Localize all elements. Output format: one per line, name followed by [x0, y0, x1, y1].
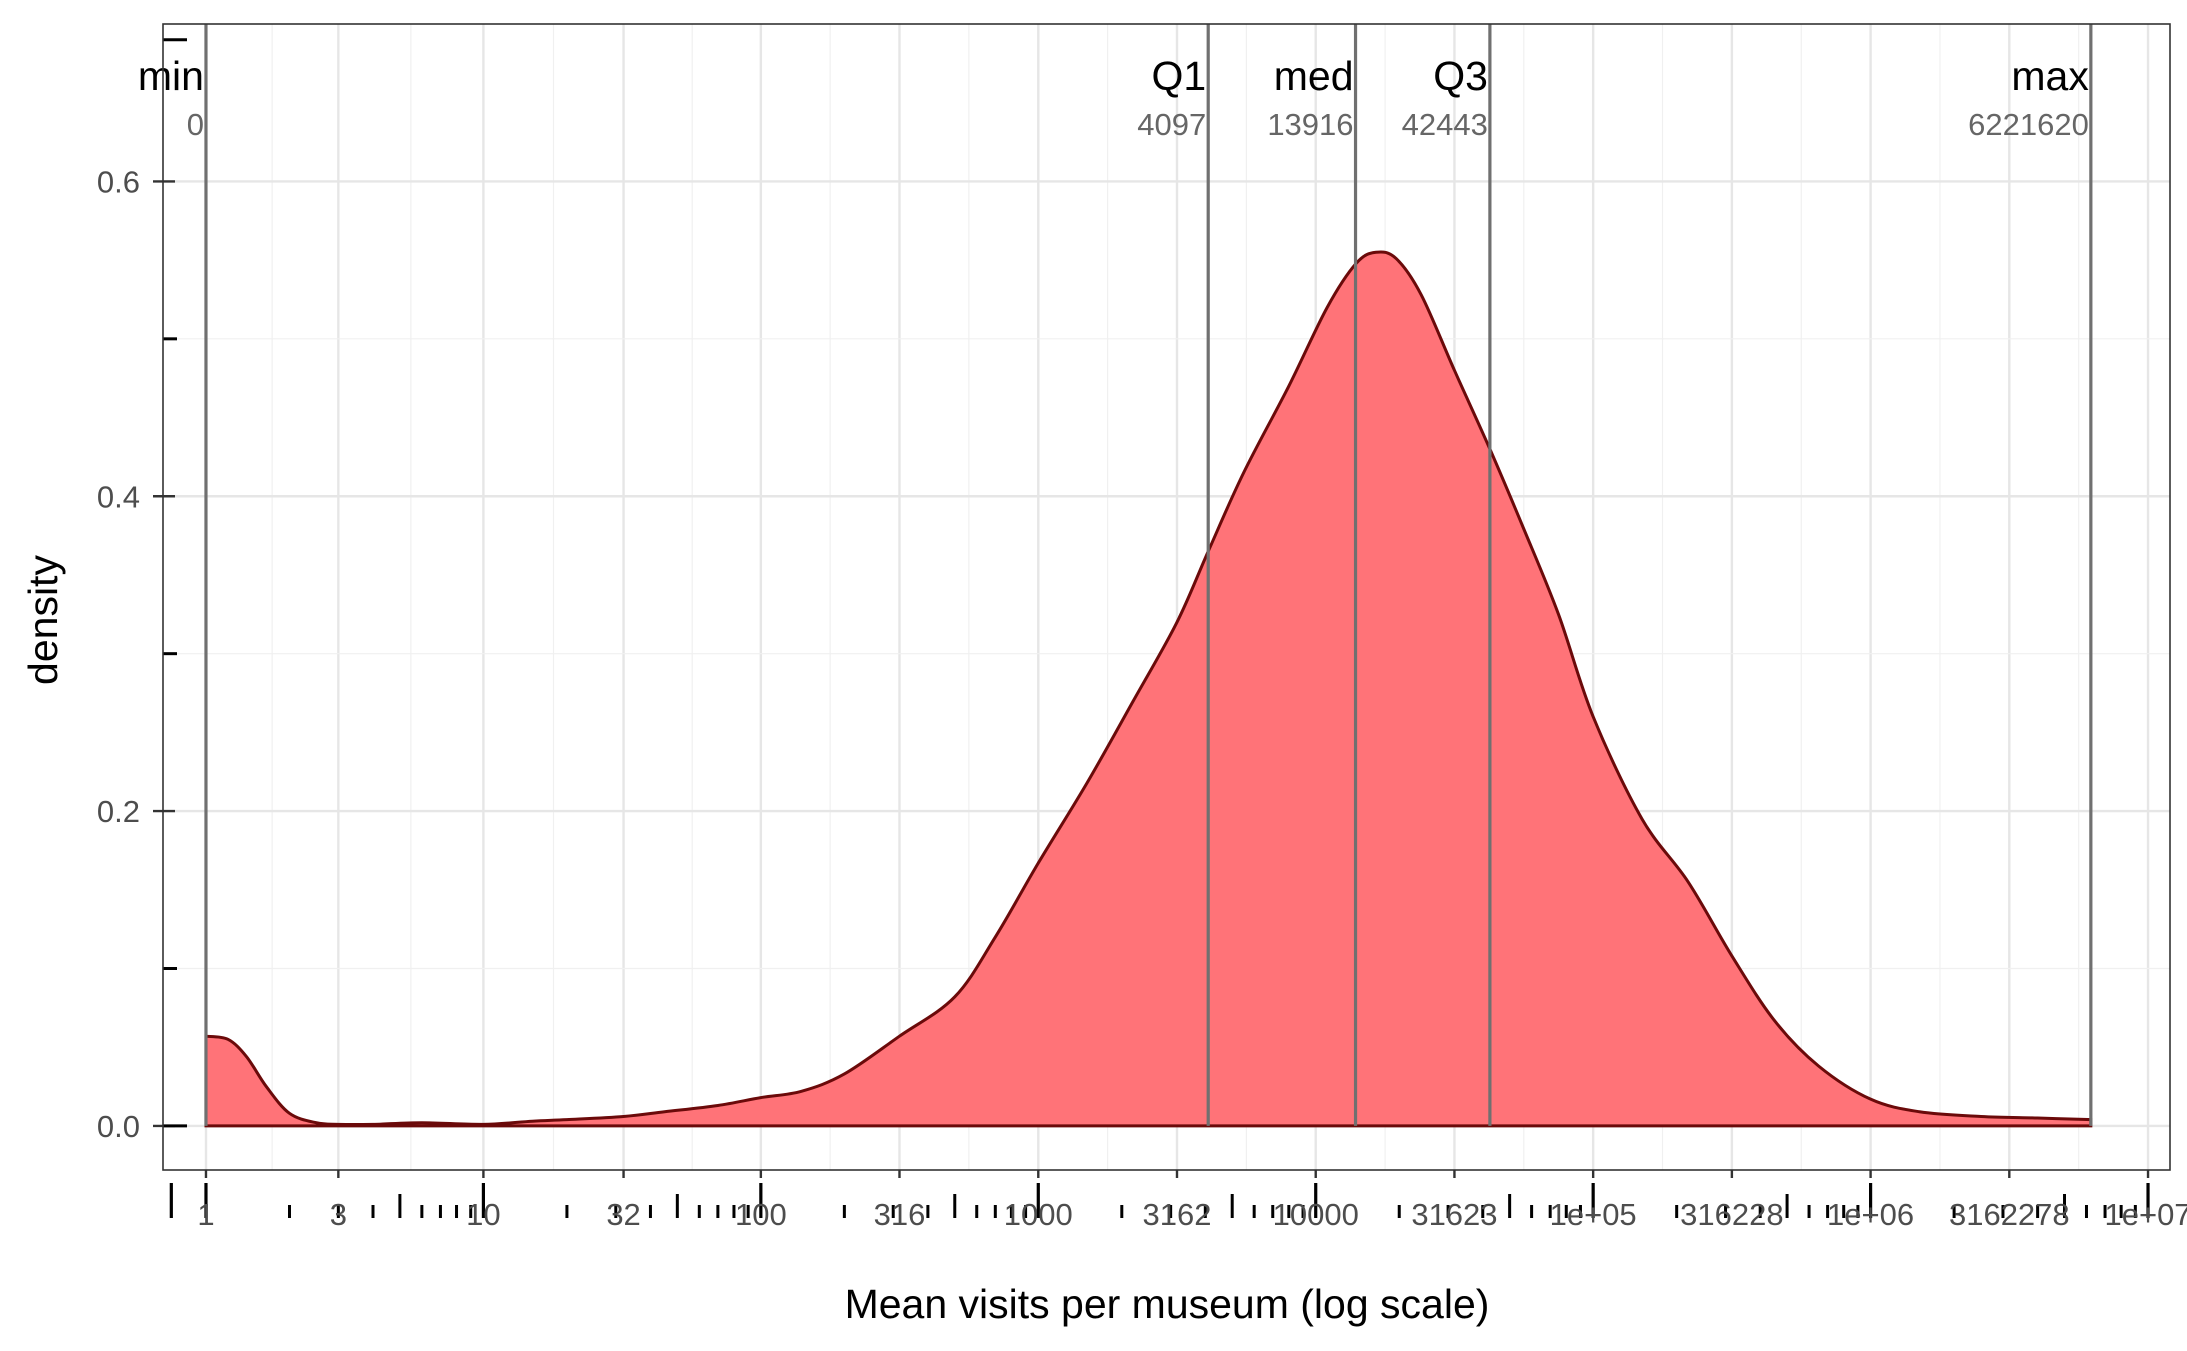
x-axis-tick-labels: 1 3 10 32 100 316 1000 3162 10000 31623 1e+05 31622…	[197, 1170, 2187, 1232]
y-tick-label-0: 0.0	[97, 1109, 140, 1144]
stat-name-max: max	[2011, 53, 2089, 99]
x-tick-label-8: 10000	[1273, 1197, 1359, 1232]
x-tick-label-11: 316228	[1680, 1197, 1783, 1232]
stat-name-med: med	[1274, 53, 1354, 99]
x-tick-label-10: 1e+05	[1550, 1197, 1637, 1232]
y-tick-label-3: 0.6	[97, 164, 140, 199]
x-tick-label-5: 316	[874, 1197, 926, 1232]
y-axis-title: density	[20, 555, 66, 685]
x-tick-label-9: 31623	[1411, 1197, 1497, 1232]
x-tick-label-3: 32	[606, 1197, 640, 1232]
stat-value-q1: 4097	[1137, 107, 1206, 142]
summary-stat-lines: min 0 Q1 4097 med 13916 Q3 42443 max 6221620	[138, 24, 2093, 1126]
density-area	[204, 250, 2093, 1128]
density-outline	[204, 250, 2093, 1128]
plot-border	[162, 23, 2171, 1171]
stat-name-q1: Q1	[1152, 53, 1207, 99]
y-axis-tick-labels: 0.0 0.2 0.4 0.6	[97, 164, 140, 1144]
x-tick-label-0: 1	[197, 1197, 214, 1232]
x-axis-title: Mean visits per museum (log scale)	[845, 1281, 1490, 1327]
stat-value-max: 6221620	[1968, 107, 2089, 142]
stat-name-min: min	[138, 53, 204, 99]
stat-value-med: 13916	[1267, 107, 1353, 142]
x-tick-label-13: 3162278	[1949, 1197, 2070, 1232]
x-tick-label-12: 1e+06	[1827, 1197, 1914, 1232]
x-tick-label-4: 100	[735, 1197, 787, 1232]
stat-value-q3: 42443	[1402, 107, 1488, 142]
y-tick-label-1: 0.2	[97, 794, 140, 829]
stat-value-min: 0	[187, 107, 204, 142]
x-tick-label-7: 3162	[1143, 1197, 1212, 1232]
density-fill	[205, 251, 2091, 1126]
stat-name-q3: Q3	[1433, 53, 1488, 99]
y-axis-ticks	[153, 38, 187, 1128]
x-tick-label-1: 3	[330, 1197, 347, 1232]
y-tick-label-2: 0.4	[97, 479, 140, 514]
x-tick-label-6: 1000	[1004, 1197, 1073, 1232]
rug-ticks	[169, 1183, 2150, 1218]
x-tick-label-2: 10	[466, 1197, 500, 1232]
x-tick-label-14: 1e+07	[2104, 1197, 2187, 1232]
